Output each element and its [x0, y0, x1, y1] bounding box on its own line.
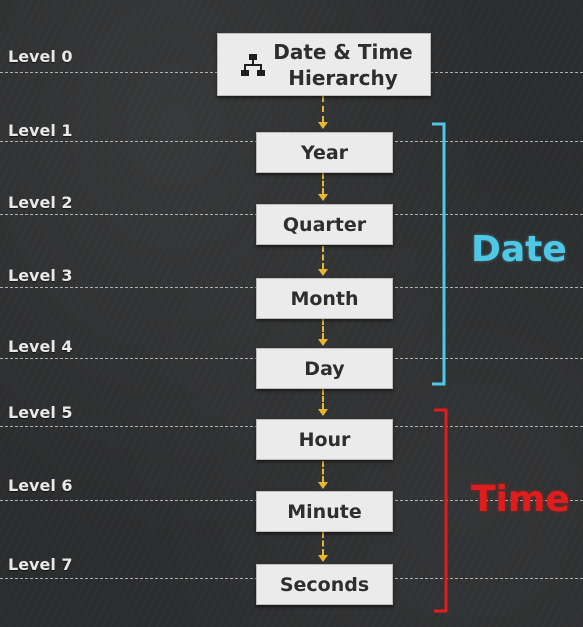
arrow-3 — [322, 319, 324, 339]
arrow-5 — [322, 461, 324, 482]
date-bracket — [432, 122, 446, 386]
root-title: Date & Time Hierarchy — [273, 39, 413, 91]
arrow-head-2 — [318, 269, 328, 276]
node-hour: Hour — [256, 419, 393, 460]
root-node: Date & Time Hierarchy — [217, 33, 431, 96]
level-label-6: Level 6 — [8, 476, 73, 495]
arrow-6 — [322, 532, 324, 555]
node-seconds: Seconds — [256, 564, 393, 605]
level-label-1: Level 1 — [8, 121, 73, 140]
arrow-head-6 — [318, 555, 328, 562]
arrow-2 — [322, 246, 324, 269]
level-label-5: Level 5 — [8, 403, 73, 422]
node-month: Month — [256, 278, 393, 319]
arrow-1 — [322, 173, 324, 194]
level-label-2: Level 2 — [8, 193, 73, 212]
time-group-label: Time — [471, 479, 570, 520]
hierarchy-icon — [241, 53, 266, 76]
time-bracket — [434, 408, 448, 613]
date-group-label: Date — [471, 229, 567, 270]
arrow-head-1 — [318, 194, 328, 201]
node-minute: Minute — [256, 491, 393, 532]
root-title-line1: Date & Time — [273, 39, 413, 64]
node-quarter: Quarter — [256, 204, 393, 245]
node-year: Year — [256, 132, 393, 173]
level-label-4: Level 4 — [8, 337, 73, 356]
arrow-head-0 — [318, 122, 328, 129]
arrow-head-5 — [318, 482, 328, 489]
level-label-7: Level 7 — [8, 555, 73, 574]
arrow-4 — [322, 389, 324, 409]
arrow-head-4 — [318, 409, 328, 416]
level-label-0: Level 0 — [8, 47, 73, 66]
arrow-0 — [322, 96, 324, 122]
arrow-head-3 — [318, 339, 328, 346]
level-label-3: Level 3 — [8, 266, 73, 285]
node-day: Day — [256, 348, 393, 389]
root-title-line2: Hierarchy — [288, 65, 398, 90]
